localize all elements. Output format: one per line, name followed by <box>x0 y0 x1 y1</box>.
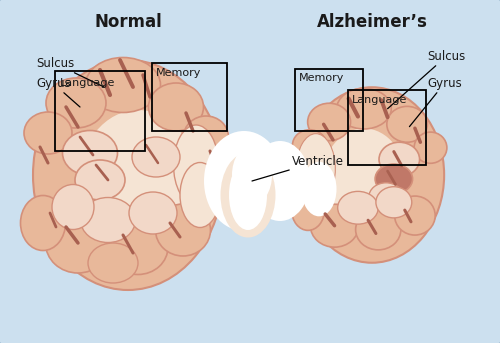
Text: Sulcus: Sulcus <box>388 50 465 109</box>
Ellipse shape <box>132 137 180 177</box>
Ellipse shape <box>302 162 336 216</box>
Text: Gyrus: Gyrus <box>36 77 80 107</box>
Ellipse shape <box>296 134 336 204</box>
Text: Alzheimer’s: Alzheimer’s <box>316 13 428 31</box>
Ellipse shape <box>387 106 428 142</box>
Ellipse shape <box>229 160 267 230</box>
Ellipse shape <box>148 83 204 131</box>
Ellipse shape <box>46 213 110 273</box>
Ellipse shape <box>220 153 276 237</box>
Ellipse shape <box>237 133 267 168</box>
Bar <box>295 69 363 131</box>
Ellipse shape <box>184 116 228 158</box>
Ellipse shape <box>86 58 160 113</box>
Ellipse shape <box>414 132 447 163</box>
Ellipse shape <box>88 243 138 283</box>
Ellipse shape <box>156 204 210 256</box>
Text: Memory: Memory <box>299 73 344 83</box>
Ellipse shape <box>292 190 324 230</box>
Ellipse shape <box>78 110 198 260</box>
Bar <box>55 71 145 151</box>
Ellipse shape <box>292 130 327 161</box>
Ellipse shape <box>204 131 284 231</box>
Ellipse shape <box>180 163 220 227</box>
Ellipse shape <box>20 196 66 250</box>
Ellipse shape <box>52 185 94 229</box>
Ellipse shape <box>33 60 223 290</box>
Ellipse shape <box>129 192 177 234</box>
Ellipse shape <box>394 196 435 235</box>
Ellipse shape <box>62 130 118 176</box>
Text: Sulcus: Sulcus <box>36 57 104 87</box>
Ellipse shape <box>379 142 420 177</box>
Ellipse shape <box>300 87 444 263</box>
Ellipse shape <box>321 128 407 238</box>
Text: Language: Language <box>352 95 408 105</box>
Ellipse shape <box>369 183 403 211</box>
Text: Gyrus: Gyrus <box>410 77 462 127</box>
Text: Language: Language <box>60 78 116 88</box>
Ellipse shape <box>80 198 136 243</box>
Ellipse shape <box>375 164 412 194</box>
Ellipse shape <box>46 78 106 128</box>
Ellipse shape <box>338 191 378 224</box>
Ellipse shape <box>108 220 168 274</box>
Text: Memory: Memory <box>156 68 202 78</box>
Ellipse shape <box>250 141 310 221</box>
Ellipse shape <box>356 209 401 250</box>
Ellipse shape <box>75 160 125 200</box>
Ellipse shape <box>310 204 358 247</box>
Ellipse shape <box>24 112 72 154</box>
Ellipse shape <box>336 88 392 129</box>
Text: Normal: Normal <box>94 13 162 31</box>
Ellipse shape <box>174 125 218 205</box>
Ellipse shape <box>376 187 412 218</box>
Ellipse shape <box>232 145 272 205</box>
Text: Ventricle: Ventricle <box>252 155 344 181</box>
Ellipse shape <box>308 103 350 141</box>
Bar <box>152 63 227 131</box>
Bar <box>348 90 426 165</box>
